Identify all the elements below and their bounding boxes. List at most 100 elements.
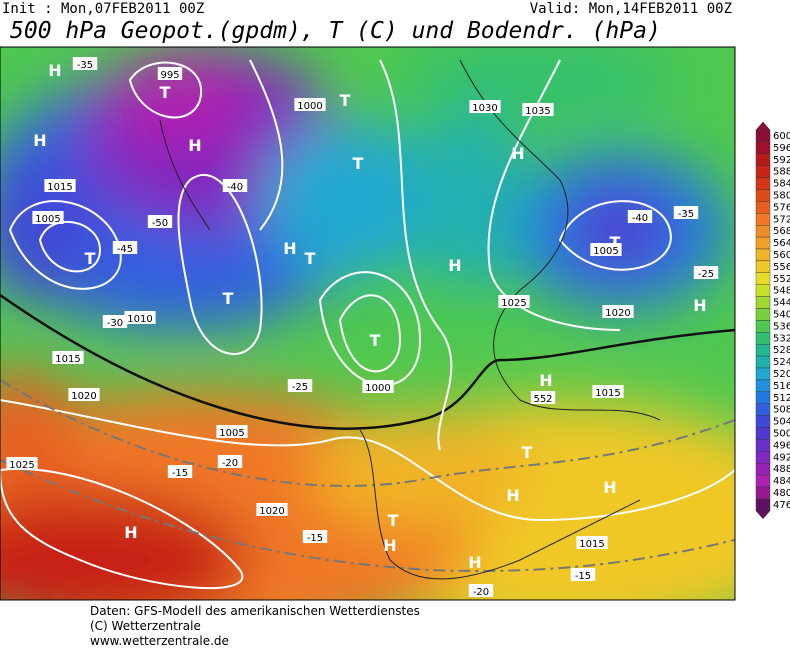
colorbar-label: 584 [773, 179, 790, 190]
contour-label: 1035 [525, 106, 550, 117]
label-box [222, 179, 248, 192]
footer-line: www.wetterzentrale.de [90, 634, 229, 648]
colorbar-box [755, 415, 771, 428]
contour-label: 1015 [47, 182, 72, 193]
pressure-center: H [539, 371, 552, 390]
label-box [693, 266, 719, 279]
contour-label: 1025 [501, 298, 526, 309]
pressure-center: T [522, 443, 533, 462]
colorbar-label: 524 [773, 357, 790, 368]
contour-label: 1015 [55, 354, 80, 365]
colorbar-box [755, 308, 771, 321]
colorbar-label: 504 [773, 417, 790, 428]
pressure-center: H [468, 553, 481, 572]
colorbar-cap [755, 121, 771, 131]
pressure-center: H [124, 523, 137, 542]
contour-label: -50 [152, 218, 168, 229]
label-box [570, 568, 596, 581]
colorbar-label: 484 [773, 476, 790, 487]
colorbar-label: 600 [773, 131, 790, 142]
colorbar-box [755, 177, 771, 190]
colorbar-label: 488 [773, 464, 790, 475]
colorbar-box [755, 272, 771, 285]
colorbar-box [755, 332, 771, 345]
contour-label: 1030 [472, 103, 497, 114]
colorbar-label: 568 [773, 226, 790, 237]
label-box [592, 385, 624, 398]
colorbar-box [755, 355, 771, 369]
colorbar-label: 496 [773, 440, 790, 451]
label-box [469, 100, 501, 113]
contour-label: -25 [292, 382, 308, 393]
label-box [302, 530, 328, 543]
colorbar-box [755, 141, 771, 154]
contour-label: -40 [632, 213, 648, 224]
contour-label: -35 [678, 209, 694, 220]
colorbar-label: 556 [773, 262, 790, 273]
colorbar-box [755, 463, 771, 476]
contour-label: 995 [160, 70, 179, 81]
label-box [167, 465, 193, 478]
colorbar-label: 564 [773, 238, 790, 249]
colorbar-box [755, 189, 771, 202]
contour-label: 1015 [579, 539, 604, 550]
label-box [627, 210, 653, 223]
contour-label: 1020 [71, 391, 96, 402]
contour-label: 552 [533, 394, 552, 405]
contour-label: 1020 [259, 506, 284, 517]
colorbar-label: 508 [773, 405, 790, 416]
contour-label: -30 [107, 318, 123, 329]
colorbar-box [755, 248, 771, 262]
contour-label: -15 [172, 468, 188, 479]
colorbar-box [755, 224, 771, 238]
pressure-center: T [340, 91, 351, 110]
pressure-center: T [85, 249, 96, 268]
contour-label: -40 [227, 182, 243, 193]
colorbar-label: 588 [773, 167, 790, 178]
colorbar-label: 560 [773, 250, 790, 261]
colorbar-box [755, 153, 771, 166]
label-box [530, 391, 556, 404]
pressure-center: H [603, 478, 616, 497]
label-box [157, 67, 183, 80]
contour-label: 1005 [593, 246, 618, 257]
contour-label: 1025 [9, 460, 34, 471]
colorbar-label: 540 [773, 309, 790, 320]
label-box [522, 103, 554, 116]
label-box [44, 179, 76, 192]
pressure-center: H [448, 256, 461, 275]
pressure-center: H [383, 536, 396, 555]
label-box [217, 455, 243, 468]
valid-text: Valid: Mon,14FEB2011 00Z [530, 1, 732, 17]
label-box [6, 457, 38, 470]
colorbar-label: 528 [773, 345, 790, 356]
colorbar-box [755, 403, 771, 416]
colorbar-box [755, 260, 771, 273]
label-box [362, 380, 394, 393]
label-box [590, 243, 622, 256]
footer-line: Daten: GFS-Modell des amerikanischen Wet… [90, 604, 420, 618]
colorbar-box [755, 213, 771, 226]
colorbar-label: 544 [773, 298, 790, 309]
colorbar-label: 512 [773, 393, 790, 404]
label-box [102, 315, 128, 328]
colorbar-box [755, 284, 771, 297]
pressure-center: T [160, 83, 171, 102]
colorbar-box [755, 486, 771, 500]
pressure-center: H [511, 144, 524, 163]
contour-label: 1015 [595, 388, 620, 399]
colorbar-box [755, 236, 771, 250]
label-box [32, 211, 64, 224]
label-box [124, 311, 156, 324]
colorbar: 6005965925885845805765725685645605565525… [755, 121, 790, 520]
contour-label: -15 [307, 533, 323, 544]
colorbar-label: 572 [773, 214, 790, 225]
label-box [256, 503, 288, 516]
colorbar-box [755, 427, 771, 440]
label-box [68, 388, 100, 401]
colorbar-label: 536 [773, 321, 790, 332]
label-box [294, 98, 326, 111]
colorbar-box [755, 391, 771, 404]
colorbar-label: 576 [773, 202, 790, 213]
colorbar-box [755, 367, 771, 381]
